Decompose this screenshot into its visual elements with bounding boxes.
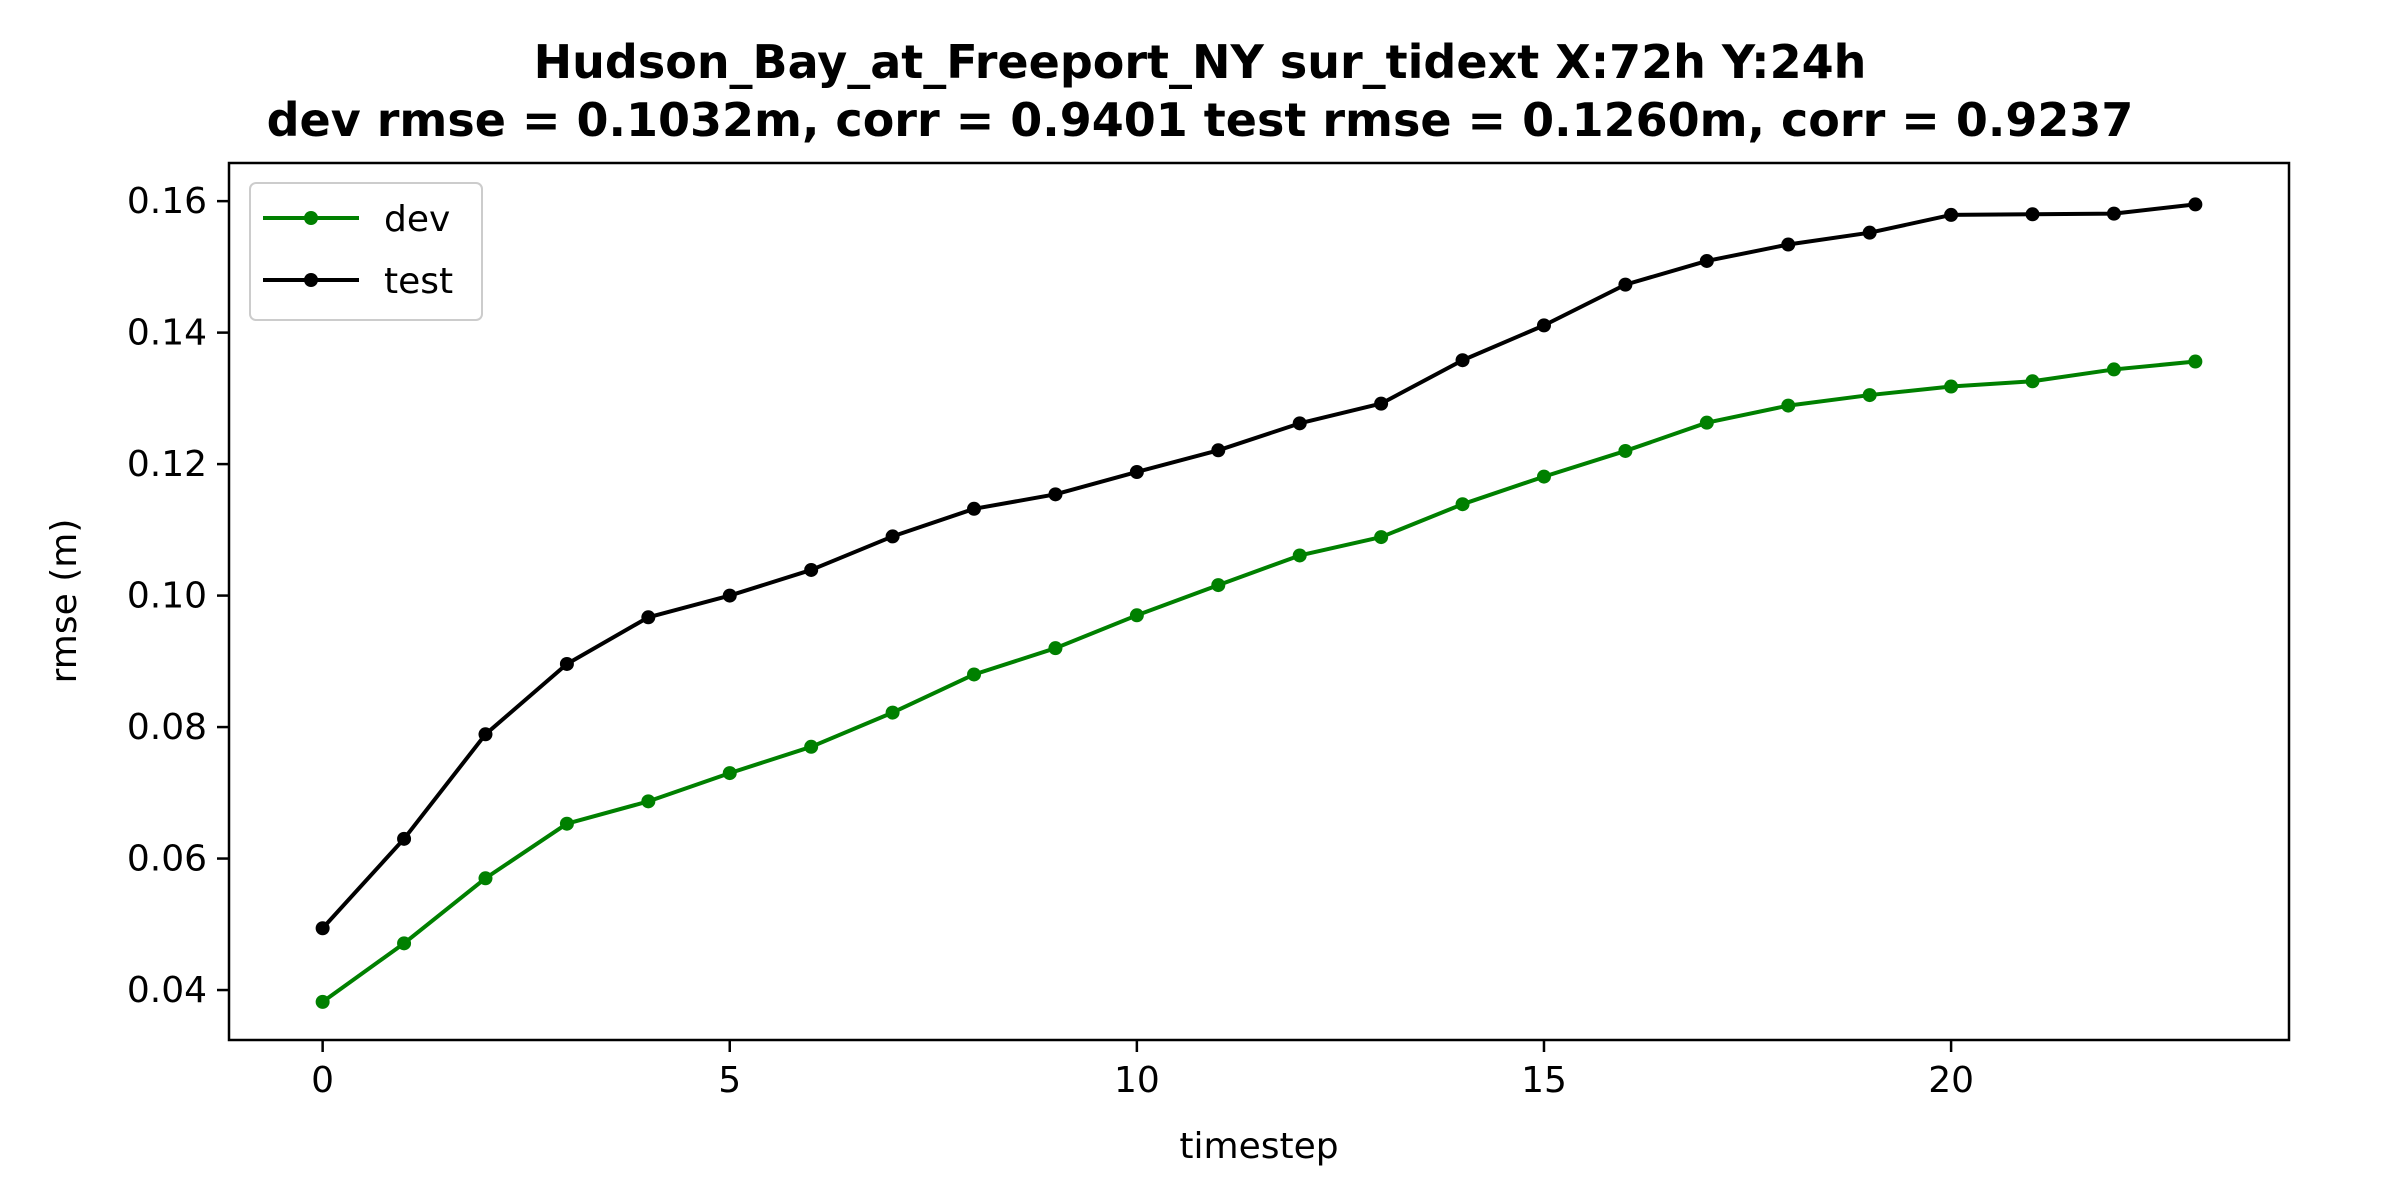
series-line-dev bbox=[320, 359, 2198, 1004]
data-point-test bbox=[1455, 353, 1470, 368]
data-point-dev bbox=[2106, 362, 2121, 377]
series-line-test bbox=[320, 202, 2198, 931]
data-point-dev bbox=[885, 705, 900, 720]
x-axis: 0 5 10 15 20 bbox=[311, 1040, 1974, 1101]
data-point-dev bbox=[1781, 398, 1796, 413]
y-axis: 0.04 0.06 0.08 0.10 0.12 0.14 0.16 bbox=[127, 181, 229, 1011]
data-point-test bbox=[1862, 225, 1877, 240]
data-point-test bbox=[2025, 207, 2040, 222]
data-point-dev bbox=[1618, 443, 1633, 458]
data-point-dev bbox=[2025, 374, 2040, 389]
y-tick-label: 0.16 bbox=[127, 181, 207, 222]
data-point-dev bbox=[1048, 641, 1063, 656]
x-tick-label: 20 bbox=[1928, 1060, 1974, 1101]
data-point-test bbox=[1129, 464, 1144, 479]
y-axis-label: rmse (m) bbox=[44, 519, 85, 684]
data-point-dev bbox=[1699, 415, 1714, 430]
data-point-test bbox=[478, 727, 493, 742]
data-point-test bbox=[1781, 237, 1796, 252]
data-point-dev bbox=[559, 816, 574, 831]
plot-area bbox=[227, 161, 2291, 1042]
data-point-test bbox=[559, 656, 574, 671]
x-tick-label: 10 bbox=[1114, 1060, 1160, 1101]
legend-test-marker bbox=[304, 273, 318, 287]
data-point-dev bbox=[1536, 469, 1551, 484]
data-point-dev bbox=[1455, 497, 1470, 512]
data-point-test bbox=[885, 529, 900, 544]
legend: dev test bbox=[249, 182, 483, 321]
data-point-test bbox=[1536, 318, 1551, 333]
data-point-dev bbox=[641, 794, 656, 809]
data-point-test bbox=[1944, 207, 1959, 222]
data-point-dev bbox=[1374, 530, 1389, 545]
data-point-dev bbox=[1944, 379, 1959, 394]
y-tick-label: 0.06 bbox=[127, 839, 207, 880]
data-point-test bbox=[2188, 197, 2203, 212]
legend-dev-label: dev bbox=[384, 199, 450, 240]
y-tick-label: 0.12 bbox=[127, 444, 207, 485]
y-tick-label: 0.14 bbox=[127, 313, 207, 354]
y-tick-label: 0.04 bbox=[127, 970, 207, 1011]
data-point-test bbox=[1048, 487, 1063, 502]
legend-dev-marker bbox=[304, 211, 318, 225]
chart-title: Hudson_Bay_at_Freeport_NY sur_tidext X:7… bbox=[534, 35, 1867, 89]
data-point-dev bbox=[1292, 548, 1307, 563]
x-tick-label: 5 bbox=[718, 1060, 741, 1101]
data-point-dev bbox=[804, 739, 819, 754]
data-point-test bbox=[804, 562, 819, 577]
data-point-dev bbox=[478, 871, 493, 886]
x-tick-label: 15 bbox=[1521, 1060, 1567, 1101]
data-point-test bbox=[315, 921, 330, 936]
data-point-test bbox=[1292, 416, 1307, 431]
series-layer bbox=[315, 197, 2203, 1009]
data-point-dev bbox=[315, 994, 330, 1009]
data-point-test bbox=[1699, 253, 1714, 268]
x-tick-label: 0 bbox=[311, 1060, 334, 1101]
data-point-test bbox=[967, 501, 982, 516]
y-tick-label: 0.10 bbox=[127, 576, 207, 617]
data-point-test bbox=[397, 831, 412, 846]
data-point-dev bbox=[397, 936, 412, 951]
data-point-dev bbox=[1129, 608, 1144, 623]
x-axis-label: timestep bbox=[1179, 1126, 1338, 1167]
data-point-test bbox=[1211, 443, 1226, 458]
data-point-test bbox=[1618, 277, 1633, 292]
legend-test-label: test bbox=[384, 261, 453, 302]
data-point-dev bbox=[1211, 578, 1226, 593]
data-point-test bbox=[1374, 396, 1389, 411]
data-point-dev bbox=[2188, 354, 2203, 369]
data-point-dev bbox=[1862, 388, 1877, 403]
chart-subtitle: dev rmse = 0.1032m, corr = 0.9401 test r… bbox=[267, 93, 2134, 147]
data-point-test bbox=[641, 610, 656, 625]
data-point-test bbox=[2106, 206, 2121, 221]
y-tick-label: 0.08 bbox=[127, 707, 207, 748]
data-point-test bbox=[722, 588, 737, 603]
data-point-dev bbox=[967, 667, 982, 682]
data-point-dev bbox=[722, 766, 737, 781]
